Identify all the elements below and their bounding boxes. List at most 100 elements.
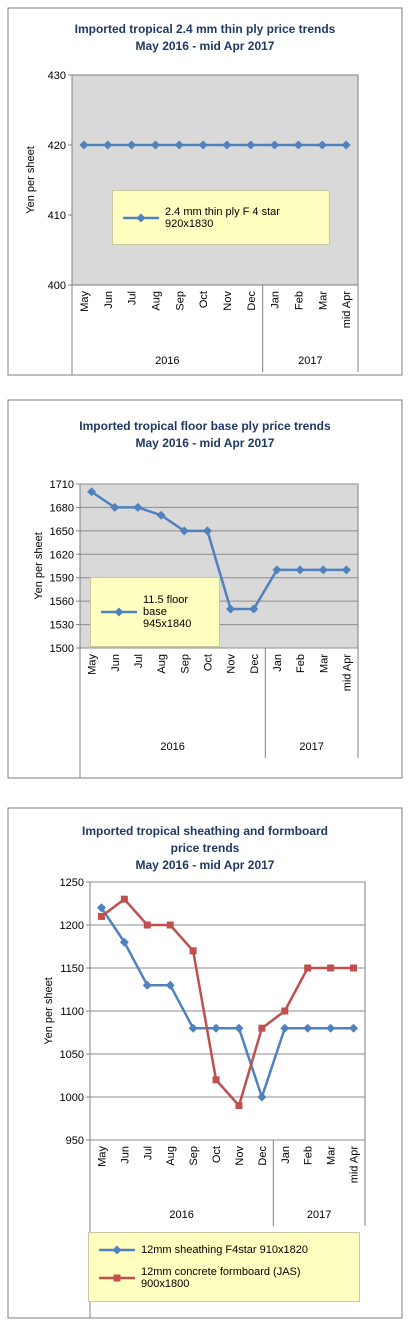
x-tick-label: Dec <box>249 654 261 674</box>
x-tick-label: Mar <box>326 1146 338 1165</box>
data-point <box>127 140 137 150</box>
data-point <box>341 565 351 575</box>
y-axis-label: Yen per sheet <box>43 977 55 1044</box>
x-tick-label: May <box>79 291 91 312</box>
data-point <box>303 1023 313 1033</box>
data-point <box>295 565 305 575</box>
legend-label: 11.5 floor base 945x1840 <box>143 594 192 630</box>
legend-entry: 12mm concrete formboard (JAS) 900x1800 <box>97 1266 351 1290</box>
data-point <box>143 921 151 929</box>
legend: 2.4 mm thin ply F 4 star 920x1830 <box>112 190 330 245</box>
data-point <box>97 912 105 920</box>
data-point <box>326 1023 336 1033</box>
x-tick-label: May <box>87 654 99 675</box>
data-point <box>120 895 128 903</box>
y-tick-label: 1100 <box>60 1006 84 1018</box>
data-point <box>110 502 120 512</box>
data-point <box>281 1007 289 1015</box>
data-point <box>257 1092 267 1102</box>
x-tick-label: Jul <box>127 291 139 305</box>
data-point <box>119 937 129 947</box>
chart-title: price trends <box>171 841 240 855</box>
x-tick-label: Aug <box>156 654 168 674</box>
legend-entry: 2.4 mm thin ply F 4 star 920x1830 <box>121 206 321 230</box>
chart-title: May 2016 - mid Apr 2017 <box>136 39 275 53</box>
legend-entry: 11.5 floor base 945x1840 <box>99 594 211 630</box>
data-point <box>246 140 256 150</box>
y-tick-label: 1000 <box>60 1092 84 1104</box>
data-point <box>198 140 208 150</box>
x-tick-label: Nov <box>226 654 238 674</box>
y-tick-label: 950 <box>66 1135 84 1147</box>
legend-swatch <box>99 1274 135 1282</box>
data-point <box>174 140 184 150</box>
data-point <box>350 964 358 972</box>
x-tick-label: Jul <box>142 1146 154 1160</box>
y-tick-label: 1050 <box>60 1049 84 1061</box>
group-label: 2017 <box>298 355 322 367</box>
x-tick-label: Oct <box>202 654 214 671</box>
x-tick-label: Jun <box>103 291 115 309</box>
x-tick-label: Jan <box>270 291 282 309</box>
data-point <box>234 1023 244 1033</box>
y-tick-label: 1590 <box>50 573 74 585</box>
chart-title: Imported tropical 2.4 mm thin ply price … <box>75 22 336 36</box>
x-tick-label: Sep <box>174 291 186 311</box>
data-point <box>96 903 106 913</box>
data-point <box>317 140 327 150</box>
data-point <box>142 980 152 990</box>
y-tick-label: 410 <box>48 210 66 222</box>
x-tick-label: Sep <box>188 1146 200 1166</box>
data-point <box>202 526 212 536</box>
data-point <box>341 140 351 150</box>
x-tick-label: Feb <box>303 1146 315 1165</box>
data-point <box>212 1076 220 1084</box>
x-tick-label: Sep <box>179 654 191 674</box>
data-point <box>156 510 166 520</box>
data-point <box>280 1023 290 1033</box>
x-tick-label: Oct <box>211 1146 223 1163</box>
x-tick-label: May <box>96 1146 108 1167</box>
y-tick-label: 1620 <box>50 549 74 561</box>
data-point <box>226 604 236 614</box>
x-tick-label: Nov <box>222 291 234 311</box>
y-tick-label: 1250 <box>60 877 84 889</box>
data-point <box>235 1102 243 1110</box>
data-point <box>272 565 282 575</box>
x-tick-label: Feb <box>295 654 307 673</box>
data-point <box>258 1024 266 1032</box>
y-tick-label: 1560 <box>50 596 74 608</box>
data-point <box>188 1023 198 1033</box>
group-label: 2017 <box>299 741 323 753</box>
x-tick-label: Aug <box>165 1146 177 1166</box>
x-tick-label: mid Apr <box>341 654 353 692</box>
x-tick-label: Jan <box>272 654 284 672</box>
data-point <box>179 526 189 536</box>
data-point <box>304 964 312 972</box>
x-tick-label: Dec <box>246 291 258 311</box>
x-tick-label: Mar <box>317 291 329 310</box>
x-tick-label: Oct <box>198 291 210 308</box>
group-label: 2016 <box>160 741 184 753</box>
y-tick-label: 1680 <box>50 502 74 514</box>
legend-label: 12mm concrete formboard (JAS) 900x1800 <box>141 1266 301 1290</box>
data-point <box>293 140 303 150</box>
chart-title: Imported tropical floor base ply price t… <box>79 419 331 433</box>
legend-swatch <box>99 1245 135 1255</box>
x-tick-label: Jan <box>280 1146 292 1164</box>
data-point <box>150 140 160 150</box>
y-axis-label: Yen per sheet <box>25 146 37 213</box>
chart-title: Imported tropical sheathing and formboar… <box>82 824 328 838</box>
y-tick-label: 1500 <box>50 643 74 655</box>
y-tick-label: 1710 <box>50 479 74 491</box>
group-label: 2017 <box>307 1209 331 1221</box>
y-tick-label: 1200 <box>60 920 84 932</box>
legend-entry: 12mm sheathing F4star 910x1820 <box>97 1244 351 1256</box>
legend-swatch <box>123 213 159 222</box>
data-point <box>133 502 143 512</box>
x-tick-label: mid Apr <box>341 291 353 329</box>
data-point <box>211 1023 221 1033</box>
y-tick-label: 430 <box>48 70 66 82</box>
data-point <box>318 565 328 575</box>
